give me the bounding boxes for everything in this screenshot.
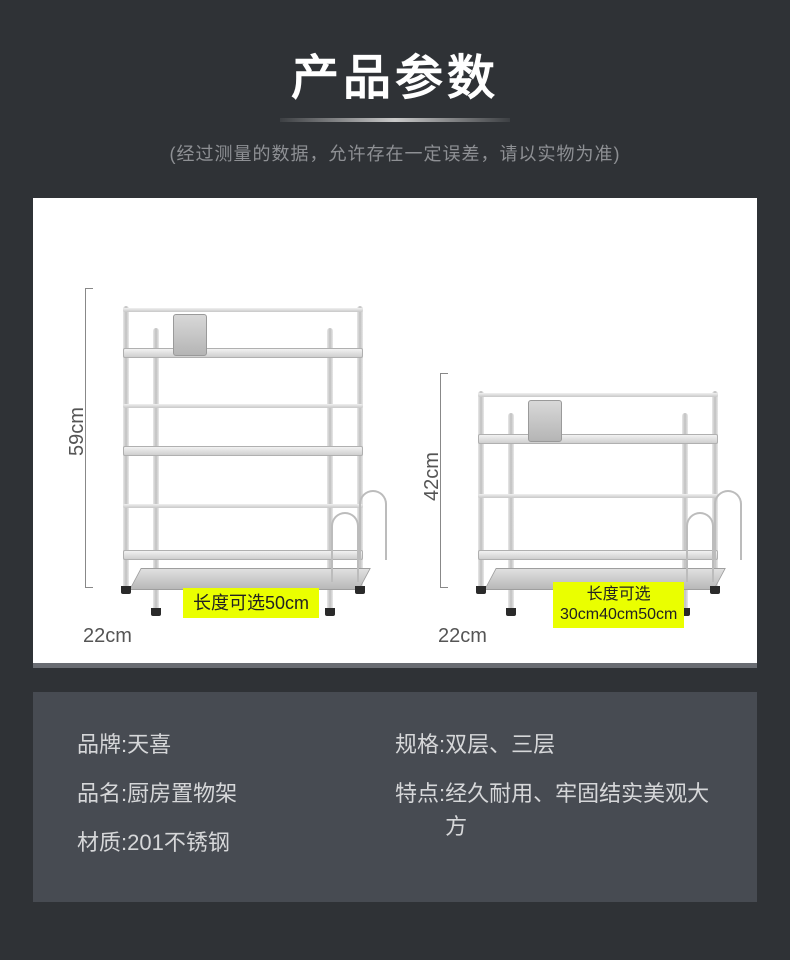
spec-value: 厨房置物架	[127, 777, 237, 810]
spec-label: 材质:	[77, 826, 127, 859]
label-length-right: 长度可选 30cm40cm50cm	[553, 582, 684, 628]
spec-label: 品名:	[77, 777, 127, 810]
label-length-right-line2: 30cm40cm50cm	[560, 605, 677, 625]
spec-row: 规格: 双层、三层	[395, 728, 713, 761]
label-length-right-line1: 长度可选	[560, 585, 677, 605]
specs-col-right: 规格: 双层、三层 特点: 经久耐用、牢固结实美观大方	[395, 728, 713, 866]
spec-row: 特点: 经久耐用、牢固结实美观大方	[395, 777, 713, 843]
spec-row: 品名: 厨房置物架	[77, 777, 395, 810]
spec-label: 规格:	[395, 728, 445, 761]
spec-row: 品牌: 天喜	[77, 728, 395, 761]
page-title: 产品参数	[291, 38, 499, 118]
label-height-right: 42cm	[421, 452, 444, 501]
spec-value: 经久耐用、牢固结实美观大方	[445, 777, 713, 843]
spec-value: 双层、三层	[445, 728, 555, 761]
product-left: 59cm 22cm 长度可选50cm	[113, 308, 373, 608]
page-subtitle: (经过测量的数据，允许存在一定误差，请以实物为准)	[0, 140, 790, 166]
specs-panel: 品牌: 天喜 品名: 厨房置物架 材质: 201不锈钢 规格: 双层、三层 特点…	[33, 692, 757, 902]
product-right: 42cm 22cm 长度可选 30cm40cm50cm	[468, 393, 728, 608]
spec-label: 品牌:	[77, 728, 127, 761]
panel-bottom-border	[33, 663, 757, 668]
spec-label: 特点:	[395, 777, 445, 843]
specs-col-left: 品牌: 天喜 品名: 厨房置物架 材质: 201不锈钢	[77, 728, 395, 866]
label-depth-right: 22cm	[438, 625, 487, 648]
label-length-left: 长度可选50cm	[183, 588, 319, 619]
label-height-left: 59cm	[66, 407, 89, 456]
title-underline	[280, 118, 510, 122]
spec-value: 天喜	[127, 728, 171, 761]
diagram-panel: 59cm 22cm 长度可选50cm 42cm 22cm 长度可选	[33, 198, 757, 668]
header-section: 产品参数 (经过测量的数据，允许存在一定误差，请以实物为准)	[0, 0, 790, 166]
spec-row: 材质: 201不锈钢	[77, 826, 395, 859]
label-depth-left: 22cm	[83, 625, 132, 648]
spec-value: 201不锈钢	[127, 826, 230, 859]
